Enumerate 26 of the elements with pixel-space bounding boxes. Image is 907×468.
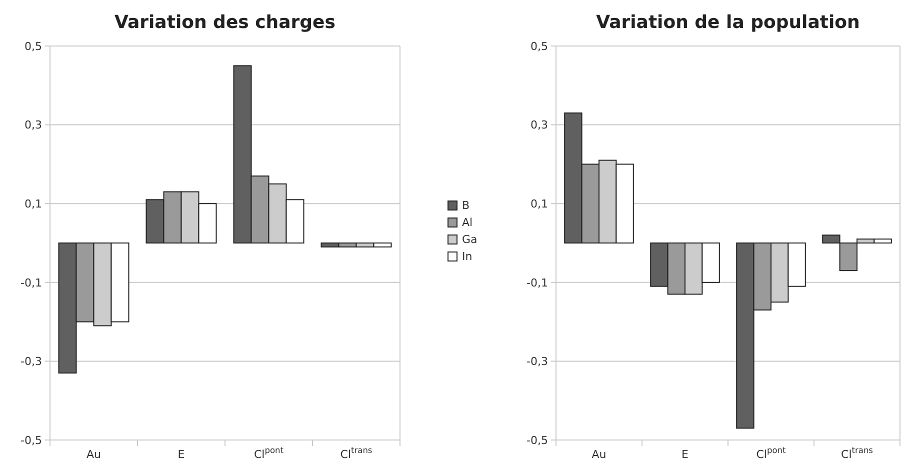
y-tick-label: -0,3 xyxy=(20,355,42,368)
x-tick-label: Cl$^{pont}$ xyxy=(756,445,787,461)
legend-label: Al xyxy=(462,216,473,229)
legend-label: In xyxy=(462,250,472,263)
legend-label: B xyxy=(462,199,470,212)
x-tick-label: E xyxy=(682,448,689,461)
y-tick-label: 0,5 xyxy=(530,40,548,53)
chart-title: Variation de la population xyxy=(596,12,860,33)
y-tick-label: -0,1 xyxy=(20,276,42,290)
y-tick-label: 0,3 xyxy=(530,118,548,132)
chart-title: Variation des charges xyxy=(114,12,336,33)
x-tick-label: Cl$^{trans}$ xyxy=(841,445,873,461)
legend-label: Ga xyxy=(462,233,478,246)
x-tick-label: Au xyxy=(592,448,606,461)
y-tick-label: 0,1 xyxy=(530,197,548,210)
y-tick-label: -0,1 xyxy=(526,276,548,290)
y-tick-label: 0,1 xyxy=(24,197,42,210)
x-tick-label: Au xyxy=(86,448,101,461)
y-tick-label: -0,3 xyxy=(526,355,548,368)
y-tick-label: -0,5 xyxy=(526,434,548,447)
y-tick-label: -0,5 xyxy=(20,434,42,447)
x-tick-label: Cl$^{pont}$ xyxy=(254,445,284,461)
y-tick-label: 0,5 xyxy=(24,40,42,53)
x-tick-label: Cl$^{trans}$ xyxy=(340,445,372,461)
x-tick-label: E xyxy=(178,448,185,461)
y-tick-label: 0,3 xyxy=(24,118,42,132)
